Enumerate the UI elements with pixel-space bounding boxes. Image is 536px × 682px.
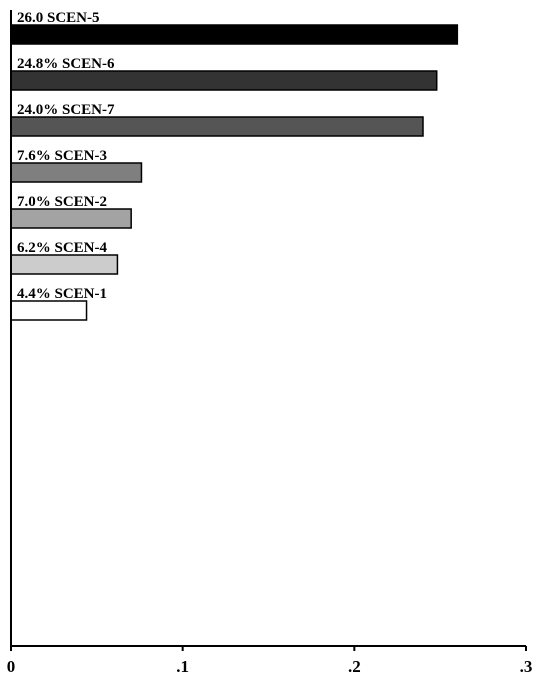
bar [10,116,424,137]
bar [10,24,459,45]
bar [10,208,132,229]
bar [10,70,438,91]
bar-label: 24.8% SCEN-6 [17,56,115,72]
bar-label: 7.0% SCEN-2 [17,194,107,210]
bar [10,300,88,321]
bar-label: 24.0% SCEN-7 [17,102,115,118]
bar [10,162,143,183]
x-tick-label: .3 [520,657,533,676]
bar-label: 26.0 SCEN-5 [17,10,100,26]
x-tick-label: 0 [7,657,16,676]
bar-label: 6.2% SCEN-4 [17,240,108,256]
x-axis: 0 .1 .2 .3 [7,10,533,676]
bars-layer: 26.0 SCEN-5 24.8% SCEN-6 24.0% SCEN-7 7.6% … [10,10,459,321]
bar-label: 4.4% SCEN-1 [17,286,107,302]
bar-label: 7.6% SCEN-3 [17,148,107,164]
x-tick-label: .1 [176,657,189,676]
bar [10,254,119,275]
x-tick-label: .2 [348,657,361,676]
